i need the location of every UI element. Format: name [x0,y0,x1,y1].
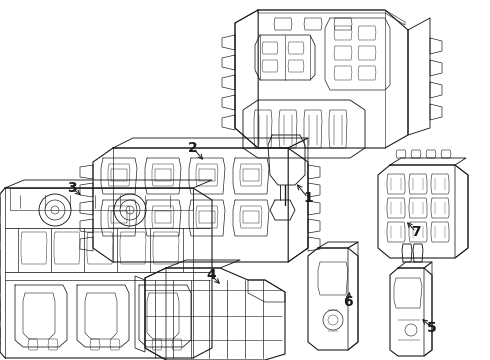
Text: 1: 1 [303,191,313,205]
Text: 5: 5 [427,321,437,335]
Text: 6: 6 [343,295,353,309]
Text: 7: 7 [411,225,421,239]
Text: 4: 4 [206,268,216,282]
Text: 2: 2 [188,141,198,155]
Text: 3: 3 [67,181,77,195]
